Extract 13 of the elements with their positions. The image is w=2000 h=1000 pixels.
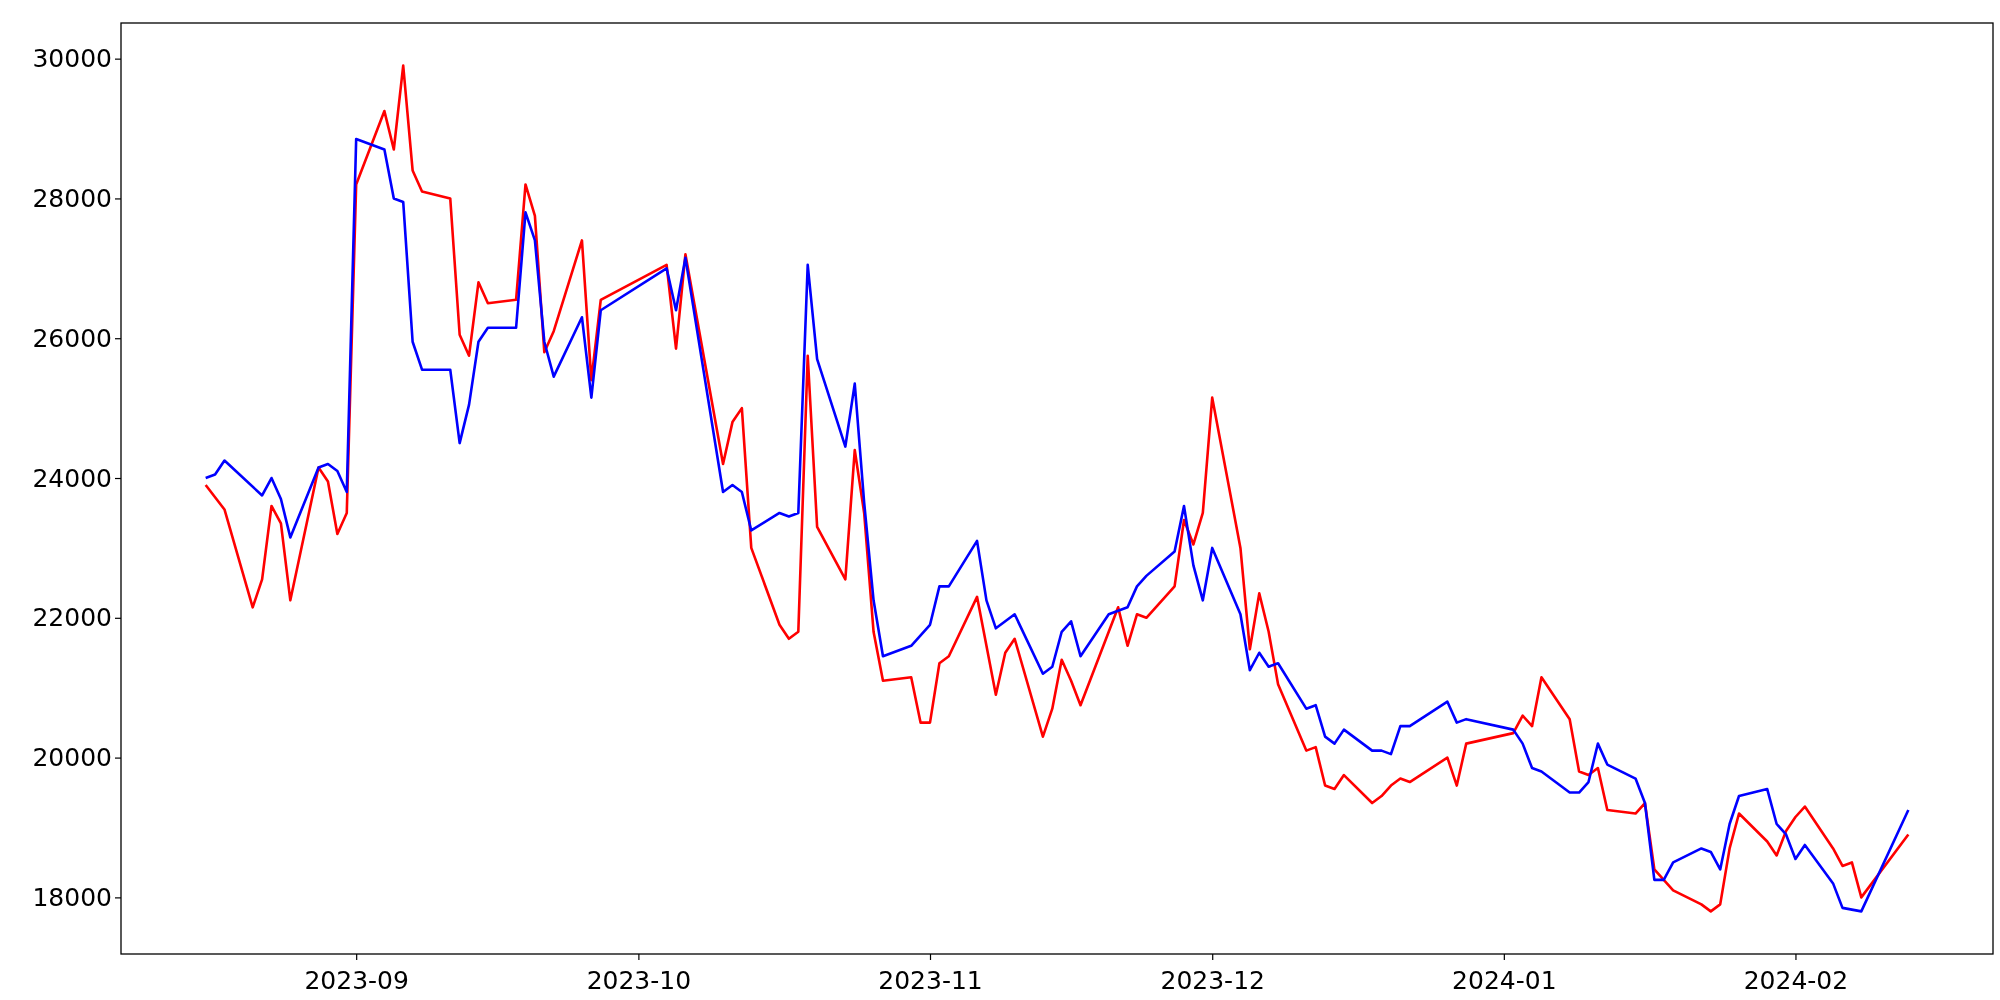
y-tick-label: 20000 bbox=[32, 743, 112, 773]
y-tick-label: 26000 bbox=[32, 323, 112, 353]
x-tick-label: 2023-09 bbox=[304, 966, 409, 996]
y-tick-label: 18000 bbox=[32, 882, 112, 912]
y-tick-label: 22000 bbox=[32, 603, 112, 633]
y-tick-label: 30000 bbox=[32, 44, 112, 74]
x-tick-label: 2023-10 bbox=[586, 966, 692, 996]
x-tick-label: 2024-01 bbox=[1452, 966, 1557, 996]
y-tick-label: 24000 bbox=[32, 463, 112, 493]
x-tick-label: 2023-12 bbox=[1160, 966, 1265, 996]
x-tick-label: 2024-02 bbox=[1743, 966, 1849, 996]
y-tick-label: 28000 bbox=[32, 183, 112, 213]
x-tick-label: 2023-11 bbox=[878, 966, 983, 996]
